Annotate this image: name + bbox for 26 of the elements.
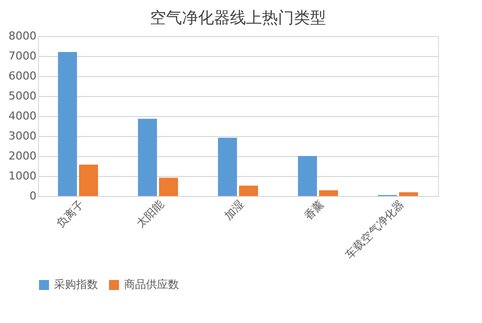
x-tick-label: 车载空气净化器 bbox=[342, 198, 406, 262]
bar bbox=[218, 138, 237, 196]
bar bbox=[58, 52, 77, 196]
y-tick-label: 3000 bbox=[8, 130, 36, 142]
bar bbox=[399, 192, 418, 196]
y-tick-label: 2000 bbox=[8, 150, 36, 162]
x-tick-label: 香薰 bbox=[302, 198, 326, 223]
x-tick-label: 负离子 bbox=[54, 198, 86, 230]
chart-title: 空气净化器线上热门类型 bbox=[150, 8, 326, 27]
y-tick-label: 7000 bbox=[8, 50, 36, 62]
bar bbox=[239, 186, 258, 196]
legend-label: 采购指数 bbox=[54, 278, 98, 291]
legend-label: 商品供应数 bbox=[124, 278, 179, 291]
y-tick-label: 5000 bbox=[8, 90, 36, 102]
bar bbox=[159, 178, 178, 196]
y-tick-label: 8000 bbox=[8, 30, 36, 42]
x-tick-label: 加湿 bbox=[222, 198, 246, 223]
x-tick-label: 太阳能 bbox=[134, 198, 166, 230]
y-tick-label: 0 bbox=[30, 190, 36, 202]
bar bbox=[319, 190, 338, 196]
bar bbox=[298, 156, 317, 196]
y-tick-label: 6000 bbox=[8, 70, 36, 82]
bar bbox=[138, 118, 157, 196]
y-tick-label: 1000 bbox=[8, 170, 36, 182]
bar bbox=[79, 164, 98, 196]
y-tick-label: 4000 bbox=[8, 110, 36, 122]
